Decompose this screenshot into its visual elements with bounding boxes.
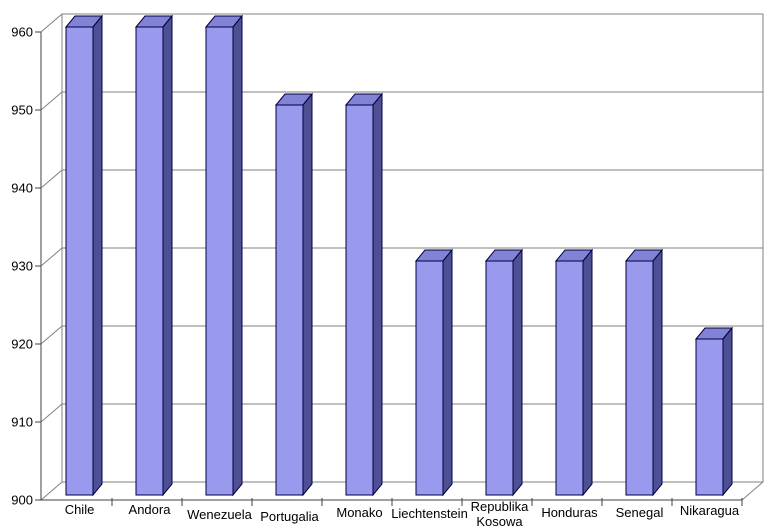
y-tick-connector-950: [40, 91, 63, 111]
y-axis-label-940: 940: [11, 181, 33, 196]
x-axis-label-chile: Chile: [65, 502, 95, 517]
bar-senegal-front-face: [625, 260, 654, 496]
y-tick-connector-910: [40, 403, 63, 423]
bar-wenezuela: [204, 14, 244, 497]
bar-portugalia-front-face: [275, 104, 304, 496]
bar-monako: [344, 92, 384, 497]
bar-liechtenstein-side-face: [442, 248, 453, 497]
bar-nikaragua-front-face: [695, 338, 724, 496]
bar-monako-side-face: [372, 92, 383, 497]
bar-chile-side-face: [92, 14, 103, 497]
x-axis-label-liechtenstein: Liechtenstein: [391, 506, 468, 521]
y-tick-connector-900: [40, 481, 63, 501]
y-axis-label-900: 900: [11, 493, 33, 508]
x-axis-label-nikaragua: Nikaragua: [680, 503, 740, 518]
x-axis-label-portugalia: Portugalia: [260, 509, 319, 524]
bar-wenezuela-front-face: [205, 26, 234, 496]
y-axis-label-950: 950: [11, 103, 33, 118]
y-axis-label-930: 930: [11, 259, 33, 274]
x-axis-label-monako: Monako: [336, 505, 382, 520]
bar-senegal-side-face: [652, 248, 663, 497]
y-tick-connector-960: [40, 13, 63, 33]
bar-honduras-front-face: [555, 260, 584, 496]
y-axis-label-960: 960: [11, 25, 33, 40]
x-axis-label-wenezuela: Wenezuela: [187, 507, 253, 522]
y-axis-label-920: 920: [11, 337, 33, 352]
bar-andora-side-face: [162, 14, 173, 497]
y-tick-connector-940: [40, 169, 63, 189]
bar-republika-kosowa-side-face: [512, 248, 523, 497]
bar-republika-kosowa-front-face: [485, 260, 514, 496]
y-tick-connector-930: [40, 247, 63, 267]
bar-liechtenstein: [414, 248, 454, 497]
bar-wenezuela-side-face: [232, 14, 243, 497]
y-axis-label-910: 910: [11, 415, 33, 430]
bar-honduras-side-face: [582, 248, 593, 497]
bar-nikaragua-side-face: [722, 326, 733, 497]
bar-honduras: [554, 248, 594, 497]
bar-portugalia-side-face: [302, 92, 313, 497]
bar-andora-front-face: [135, 26, 164, 496]
bar-monako-front-face: [345, 104, 374, 496]
bar-chile: [64, 14, 104, 497]
y-tick-connector-920: [40, 325, 63, 345]
x-axis-label-andora: Andora: [129, 502, 172, 517]
x-axis-label-honduras: Honduras: [541, 505, 598, 520]
floor-right-corner: [741, 481, 764, 501]
bar-republika-kosowa: [484, 248, 524, 497]
x-axis-label-senegal: Senegal: [616, 505, 664, 520]
bar-chile-front-face: [65, 26, 94, 496]
bar-nikaragua: [694, 326, 734, 497]
bar-liechtenstein-front-face: [415, 260, 444, 496]
bar-andora: [134, 14, 174, 497]
bar-senegal: [624, 248, 664, 497]
bar-portugalia: [274, 92, 314, 497]
x-axis-label-republika-kosowa: Republika Kosowa: [471, 499, 530, 529]
